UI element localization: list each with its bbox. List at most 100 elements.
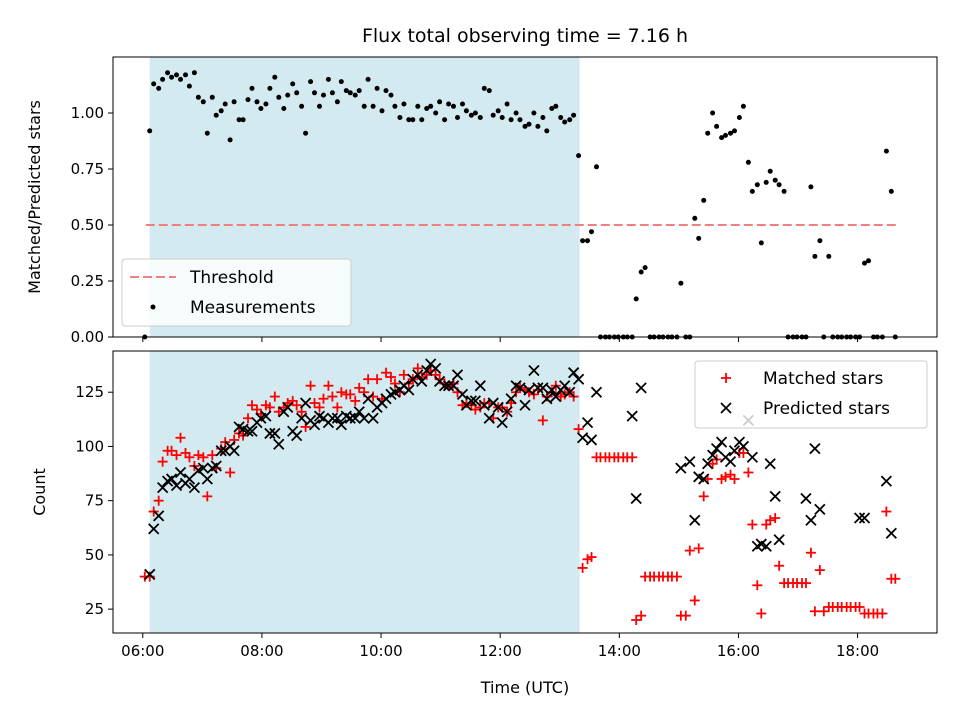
measurement-point <box>370 103 376 109</box>
cross-b <box>331 412 344 424</box>
cross-b <box>880 475 893 487</box>
measurement-point <box>410 117 416 123</box>
cross-b <box>710 442 723 455</box>
measurement-point <box>740 103 746 109</box>
cross-b <box>528 364 540 377</box>
measurement-point <box>481 85 487 91</box>
cross-b <box>537 382 549 394</box>
cross-b <box>626 410 638 422</box>
measurement-point <box>468 112 474 118</box>
measurement-point <box>463 108 469 114</box>
measurement-point <box>236 117 242 123</box>
measurement-point <box>754 182 760 188</box>
top-panel: 0.00 0.25 0.50 0.75 1.00 Flux total observin… <box>25 25 938 346</box>
measurement-point <box>227 137 233 143</box>
cross-b <box>572 373 585 385</box>
predicted-star-point <box>853 512 866 524</box>
predicted-star-point <box>532 382 544 394</box>
cross-b <box>581 416 594 429</box>
predicted-star-point <box>188 482 201 494</box>
measurement-point <box>437 99 443 105</box>
matched-star-point <box>184 452 195 463</box>
matched-star-point <box>627 452 638 463</box>
matched-star-point <box>573 424 584 435</box>
matched-star-point <box>577 562 588 573</box>
predicted-star-point <box>576 432 589 444</box>
measurement-point <box>218 108 224 114</box>
y-tick-label: 125 <box>75 383 104 401</box>
matched-star-point <box>332 402 343 413</box>
measurement-point <box>213 112 219 118</box>
measurement-point <box>406 117 412 123</box>
measurement-point <box>486 88 492 94</box>
cross-b <box>496 416 508 429</box>
measurement-point <box>696 235 702 241</box>
bottom-panel-marks <box>139 358 901 625</box>
predicted-star-point <box>228 445 240 457</box>
measurement-point <box>638 269 644 275</box>
predicted-star-point <box>416 375 428 388</box>
x-tick-label: 08:00 <box>240 642 283 660</box>
matched-star-point <box>336 387 347 398</box>
matched-star-point <box>800 578 811 589</box>
predicted-star-point <box>242 425 254 437</box>
matched-star-point <box>814 565 825 576</box>
matched-star-point <box>153 495 164 506</box>
cross-b <box>157 482 169 494</box>
measurement-point <box>723 132 728 138</box>
measurement-point <box>508 117 514 123</box>
predicted-star-point <box>880 475 893 487</box>
cross-b <box>201 473 213 485</box>
measurement-point <box>571 112 577 118</box>
measurement-point <box>562 119 568 125</box>
bottom-x-ticks: 06:00 08:00 10:00 12:00 14:00 16:00 18:00 <box>121 633 879 660</box>
cross-b <box>210 460 222 472</box>
measurement-point <box>290 81 296 87</box>
bottom-y-ticks: 25 50 75 100 125 <box>75 383 113 618</box>
cross-b <box>760 540 772 552</box>
top-x-ticks <box>142 337 859 342</box>
predicted-star-point <box>715 436 728 448</box>
measurement-point <box>169 74 175 80</box>
cross-b <box>720 402 732 414</box>
measurement-point <box>303 130 309 136</box>
measurement-point <box>736 115 742 120</box>
cross-b <box>805 514 817 526</box>
legend-plus-mark <box>721 373 731 383</box>
cross-b <box>684 455 696 468</box>
cross-b <box>188 482 201 494</box>
matched-star-point <box>225 467 236 478</box>
predicted-star-point <box>885 527 897 539</box>
measurement-point <box>151 81 157 87</box>
predicted-star-point <box>737 440 750 453</box>
matched-star-point <box>765 515 776 526</box>
measurement-point <box>633 296 639 302</box>
cross-b <box>340 410 352 422</box>
measurement-point <box>732 128 737 134</box>
measurement-point <box>379 108 385 114</box>
predicted-star-point <box>590 386 603 398</box>
predicted-star-point <box>438 380 451 392</box>
measurement-point <box>776 182 782 188</box>
cross-b <box>295 412 308 424</box>
cross-b <box>403 384 415 396</box>
measurement-point <box>352 92 358 98</box>
matched-star-point <box>774 560 785 571</box>
cross-b <box>858 512 871 524</box>
measurement-point <box>254 99 260 105</box>
cross-b <box>800 492 812 505</box>
x-tick-label: 14:00 <box>598 642 641 660</box>
y-tick-label: 0.50 <box>71 216 104 234</box>
measurement-point <box>321 92 326 98</box>
measurement-point <box>343 88 349 94</box>
cross-b <box>353 406 365 418</box>
predicted-star-point <box>344 412 356 424</box>
predicted-star-point <box>550 390 562 403</box>
predicted-star-point <box>201 473 213 485</box>
cross-b <box>568 367 580 379</box>
predicted-star-point <box>264 427 276 440</box>
measurement-point <box>200 99 206 105</box>
cross-b <box>814 503 826 515</box>
predicted-star-point <box>519 399 531 411</box>
cross-b <box>299 397 312 409</box>
